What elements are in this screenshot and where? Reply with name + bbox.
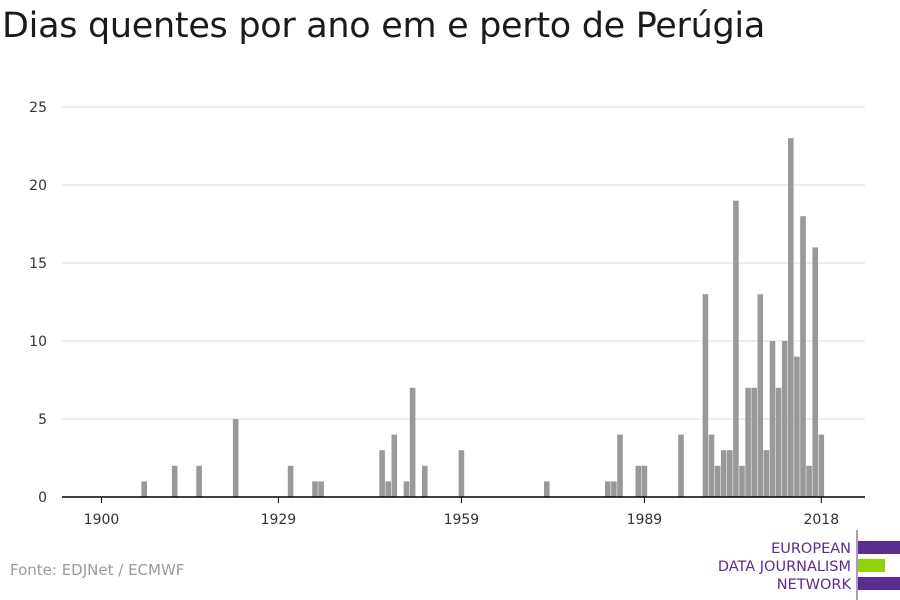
bar-1947 [385, 481, 391, 497]
bar-1983 [605, 481, 611, 497]
axes [62, 496, 865, 503]
bar-2006 [745, 387, 751, 497]
bar-2014 [794, 356, 800, 497]
y-tick-label-25: 25 [29, 100, 47, 116]
bar-1959 [458, 450, 465, 497]
bar-2005 [739, 465, 745, 497]
bar-2000 [708, 434, 715, 497]
bar-2010 [769, 341, 776, 497]
x-tick-label-1959: 1959 [444, 512, 480, 528]
bar-1931 [287, 465, 294, 497]
x-tick-label-1929: 1929 [261, 512, 297, 528]
bar-2007 [751, 387, 757, 497]
bar-1950 [403, 481, 410, 497]
bar-1922 [232, 419, 239, 497]
bar-1935 [312, 481, 318, 497]
bar-1999 [702, 294, 709, 497]
bar-1946 [379, 450, 385, 497]
source-note: Fonte: EDJNet / ECMWF [10, 561, 185, 579]
logo-bar-middle [858, 559, 885, 572]
y-tick-labels: 0 5 10 15 20 25 [29, 100, 47, 506]
bar-2002 [720, 450, 727, 497]
bar-2008 [757, 294, 764, 497]
y-tick-label-15: 15 [29, 256, 47, 272]
bar-1907 [141, 481, 147, 497]
x-tick-label-2018: 2018 [803, 512, 839, 528]
grid-lines [62, 106, 865, 420]
x-tick-label-1989: 1989 [627, 512, 663, 528]
bar-1951 [409, 387, 416, 497]
logo-line-3: NETWORK [777, 577, 852, 593]
y-tick-label-5: 5 [38, 412, 47, 428]
bar-1984 [611, 481, 617, 497]
bar-2016 [806, 465, 812, 497]
bar-1953 [422, 465, 428, 497]
y-tick-label-20: 20 [29, 178, 47, 194]
bar-2004 [733, 200, 739, 497]
bar-2012 [781, 341, 788, 497]
y-tick-label-0: 0 [38, 490, 47, 506]
bar-2017 [812, 247, 818, 497]
bar-1973 [544, 481, 550, 497]
logo-line-2: DATA JOURNALISM [718, 559, 851, 575]
x-tick-labels: 1900 1929 1959 1989 2018 [84, 512, 839, 528]
bar-2015 [800, 216, 806, 497]
bar-2018 [818, 434, 825, 497]
bar-2011 [775, 387, 782, 497]
bar-2009 [763, 450, 770, 497]
bar-1936 [318, 481, 324, 497]
y-tick-label-10: 10 [29, 334, 47, 350]
chart-title: Dias quentes por ano em e perto de Perúg… [2, 6, 765, 46]
logo-bar-bottom [858, 577, 900, 590]
bar-1948 [391, 434, 398, 497]
bar-1985 [617, 434, 623, 497]
edjnet-logo: EUROPEAN DATA JOURNALISM NETWORK [718, 530, 900, 600]
x-tick-label-1900: 1900 [84, 512, 120, 528]
logo-bar-top [858, 541, 900, 554]
bar-1989 [641, 465, 648, 497]
bar-2001 [714, 465, 721, 497]
logo-line-1: EUROPEAN [771, 541, 851, 557]
bar-1988 [635, 465, 642, 497]
bar-1995 [678, 434, 684, 497]
bar-1912 [171, 465, 178, 497]
bars [141, 138, 825, 497]
bar-2013 [788, 138, 794, 497]
bar-1916 [196, 465, 202, 497]
bar-2003 [727, 450, 733, 497]
